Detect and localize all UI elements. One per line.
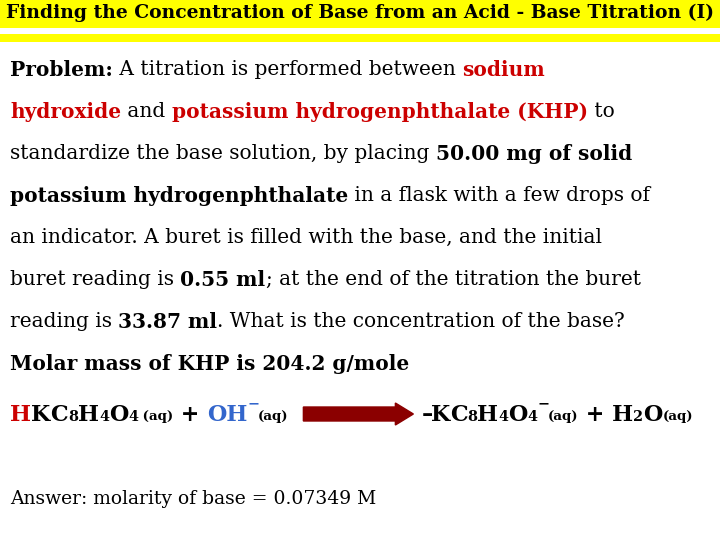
Text: A titration is performed between: A titration is performed between: [113, 60, 462, 79]
Text: sodium: sodium: [462, 60, 545, 80]
Text: −: −: [248, 396, 260, 410]
Text: Molar mass of KHP is 204.2 g/mole: Molar mass of KHP is 204.2 g/mole: [10, 354, 409, 374]
Text: an indicator. A buret is filled with the base, and the initial: an indicator. A buret is filled with the…: [10, 228, 602, 247]
Text: 0.55 ml: 0.55 ml: [181, 270, 266, 290]
Text: +: +: [174, 404, 207, 426]
Text: standardize the base solution, by placing: standardize the base solution, by placin…: [10, 144, 436, 163]
Text: 4: 4: [528, 410, 538, 424]
Text: 4: 4: [99, 410, 109, 424]
Text: 8: 8: [467, 410, 477, 424]
Text: OH: OH: [207, 404, 248, 426]
FancyArrow shape: [303, 403, 413, 425]
Text: −: −: [538, 396, 550, 410]
Bar: [0, 0, 720, 28]
Text: 8: 8: [68, 410, 78, 424]
Text: 50.00 mg of solid: 50.00 mg of solid: [436, 144, 632, 164]
Text: hydroxide: hydroxide: [10, 102, 121, 122]
Text: potassium hydrogenphthalate (KHP): potassium hydrogenphthalate (KHP): [172, 102, 588, 122]
Text: K: K: [431, 404, 450, 426]
Text: C: C: [50, 404, 68, 426]
Text: 33.87 ml: 33.87 ml: [118, 312, 217, 332]
Text: . What is the concentration of the base?: . What is the concentration of the base?: [217, 312, 625, 331]
Text: H: H: [477, 404, 498, 426]
Text: O: O: [508, 404, 528, 426]
Text: (aq): (aq): [663, 410, 693, 423]
Text: 4: 4: [498, 410, 508, 424]
Text: 4: 4: [128, 410, 138, 424]
Text: O: O: [109, 404, 128, 426]
Text: (aq): (aq): [258, 410, 289, 423]
Text: O: O: [644, 404, 663, 426]
Text: and: and: [121, 102, 172, 121]
Text: buret reading is: buret reading is: [10, 270, 181, 289]
Text: potassium hydrogenphthalate: potassium hydrogenphthalate: [10, 186, 348, 206]
Text: to: to: [588, 102, 614, 121]
Text: Finding the Concentration of Base from an Acid - Base Titration (I): Finding the Concentration of Base from a…: [6, 4, 714, 22]
Text: H: H: [10, 404, 31, 426]
Text: in a flask with a few drops of: in a flask with a few drops of: [348, 186, 650, 205]
Text: C: C: [450, 404, 467, 426]
Text: K: K: [31, 404, 50, 426]
Text: Answer: molarity of base = 0.07349 M: Answer: molarity of base = 0.07349 M: [10, 490, 377, 508]
Text: Problem:: Problem:: [10, 60, 113, 80]
Text: –: –: [421, 404, 433, 426]
Bar: [0, 34, 720, 42]
Text: 2: 2: [634, 410, 644, 424]
Text: H: H: [78, 404, 99, 426]
Text: reading is: reading is: [10, 312, 118, 331]
Text: (aq): (aq): [138, 410, 174, 423]
Text: ; at the end of the titration the buret: ; at the end of the titration the buret: [266, 270, 641, 289]
Text: + H: + H: [578, 404, 634, 426]
Text: (aq): (aq): [548, 410, 578, 423]
